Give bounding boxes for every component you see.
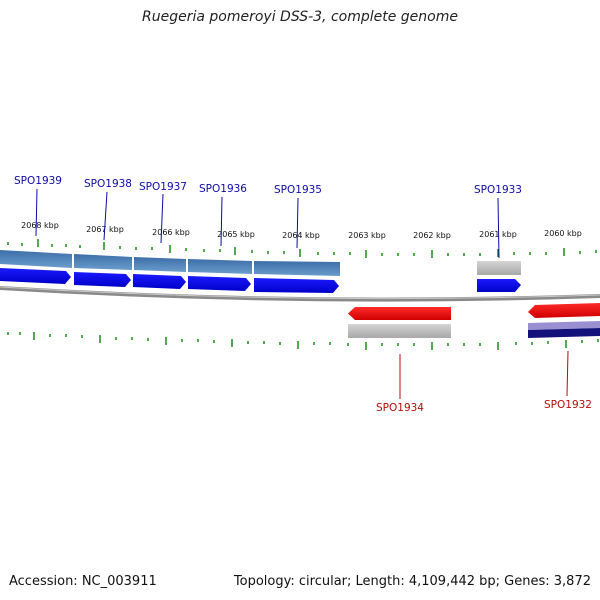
gene-arrow-SPO1938[interactable] [74,272,131,287]
gene-label-SPO1932[interactable]: SPO1932 [544,399,592,411]
forward-genes [0,268,521,293]
genome-backbone [0,286,600,302]
gene-arrow-SPO1934[interactable] [348,307,451,320]
page-title: Ruegeria pomeroyi DSS-3, complete genome [142,9,458,25]
lower-tick-track [7,332,599,350]
gene-label-SPO1936[interactable]: SPO1936 [199,183,247,195]
block-segment [528,321,600,330]
accession-text: Accession: NC_003911 [9,574,157,589]
block-segment [74,254,132,270]
block-segment [254,261,340,276]
ruler-label: 2066 kbp [152,228,190,237]
ruler-label: 2065 kbp [217,230,255,239]
gene-labels: SPO1939 SPO1938 SPO1937 SPO1936 SPO1935 … [14,175,592,414]
gene-arrow-SPO1932[interactable] [528,303,600,318]
gene-arrow-SPO1936[interactable] [188,276,251,291]
upper-tick-track [7,239,597,258]
genome-backbone-highlight [0,286,600,300]
block-segment [528,328,600,338]
gene-arrow-SPO1935[interactable] [254,278,339,293]
ruler-label: 2064 kbp [282,231,320,240]
gene-label-SPO1934[interactable]: SPO1934 [376,402,424,414]
ruler-label: 2062 kbp [413,231,451,240]
ruler-label: 2063 kbp [348,231,386,240]
gene-label-SPO1937[interactable]: SPO1937 [139,181,187,193]
gene-arrow-SPO1939[interactable] [0,268,71,284]
ruler-label: 2061 kbp [479,230,517,239]
gene-arrow-SPO1937[interactable] [133,274,186,289]
ruler-label: 2068 kbp [21,221,59,230]
ruler-label: 2060 kbp [544,229,582,238]
reverse-block-track [348,321,600,338]
forward-block-track [0,250,521,276]
gene-label-SPO1935[interactable]: SPO1935 [274,184,322,196]
block-segment [0,250,72,268]
reverse-leaders [399,350,569,399]
gene-label-SPO1933[interactable]: SPO1933 [474,184,522,196]
gene-label-SPO1939[interactable]: SPO1939 [14,175,62,187]
genome-summary-text: Topology: circular; Length: 4,109,442 bp… [233,574,591,589]
block-segment [188,259,252,274]
reverse-genes [348,303,600,320]
pseudo-block [477,261,521,275]
gene-label-SPO1938[interactable]: SPO1938 [84,178,132,190]
pseudo-block [348,324,451,338]
forward-leaders [35,188,500,259]
gene-arrow-SPO1933[interactable] [477,279,521,292]
block-segment [134,257,186,272]
